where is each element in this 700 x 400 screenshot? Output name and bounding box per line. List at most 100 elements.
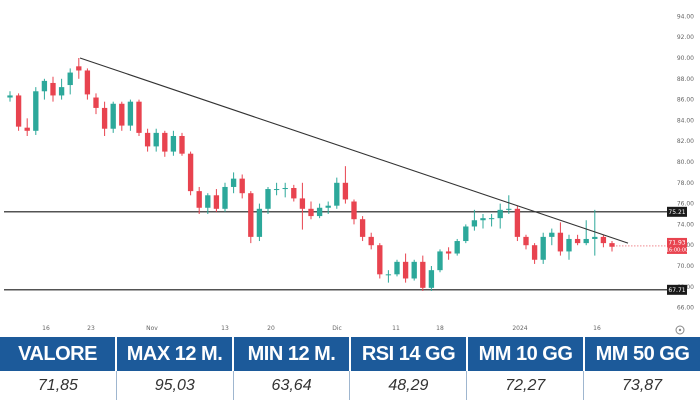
stat-value-mm-10gg: 72,27 [467,371,585,400]
stat-header-valore: VALORE [0,337,117,371]
candle-body [136,101,142,133]
level-label-box [667,206,687,217]
candle-body [402,261,409,279]
candle-body [308,208,314,217]
candle-body [488,218,495,220]
candle-body [540,236,546,260]
candle-body [368,236,374,246]
stat-header-mm-50gg: MM 50 GG [585,337,700,371]
candle-body [471,220,478,227]
settings-icon[interactable] [675,325,685,335]
candle-body [325,205,331,208]
candle-body [119,103,125,126]
x-tick-label: 2024 [512,325,527,332]
stats-header-row: VALORE MAX 12 M. MIN 12 M. RSI 14 GG MM … [0,337,700,371]
level-label-box [667,284,687,295]
stat-value-max-12m: 95,03 [117,371,234,400]
candle-body [179,136,185,154]
candle-body [454,241,460,254]
candle-body [359,219,366,237]
candle-body [600,236,607,244]
candle-body [342,182,349,200]
candle-body [334,182,340,206]
candle-body [497,209,503,219]
candle-body [523,236,529,246]
candle-body [110,103,116,129]
candle-body [84,70,91,95]
candlestick-series [7,58,615,291]
x-tick-label: 11 [392,325,400,332]
candle-body [162,132,168,152]
candle-body [557,232,564,252]
candle-body [506,208,512,210]
stat-value-min-12m: 63,64 [234,371,351,400]
stat-header-mm-10gg: MM 10 GG [468,337,585,371]
y-tick-label: 82.00 [677,138,694,145]
candle-body [299,198,306,209]
x-tick-label: 16 [593,325,601,332]
trendline [79,57,629,244]
candle-body [592,236,598,239]
x-tick-label: 13 [221,325,229,332]
x-tick-label: 16 [42,325,50,332]
y-tick-label: 80.00 [677,159,694,166]
y-tick-label: 86.00 [677,97,694,104]
y-tick-label: 92.00 [677,34,694,41]
candle-body [170,136,177,152]
candle-body [273,189,280,191]
candle-body [230,178,237,187]
candle-body [428,270,435,288]
candle-body [15,95,22,127]
stat-header-rsi-14gg: RSI 14 GG [351,337,468,371]
y-tick-label: 76.00 [677,201,694,208]
candle-body [316,207,323,217]
candle-body [574,238,581,244]
candle-body [7,95,13,98]
x-tick-label: Dic [332,325,342,332]
candle-body [291,188,297,199]
candle-body [239,178,245,194]
candle-body [377,245,383,275]
stats-value-row: 71,85 95,03 63,64 48,29 72,27 73,87 [0,371,700,400]
price-chart: 94.00 92.00 90.00 88.00 86.00 84.00 82.00 80.00… [4,13,694,335]
x-axis: 16 23 Nov 13 20 Dic 11 18 2024 16 [42,325,601,332]
candle-body [33,91,39,131]
candle-body [93,97,99,108]
candle-body [351,201,357,220]
candle-body [445,251,452,254]
y-tick-label: 84.00 [677,117,694,124]
y-tick-label: 66.00 [677,305,694,312]
candle-body [213,195,220,209]
candle-body [394,261,400,275]
level-label: 75.21 [668,209,685,216]
y-axis: 94.00 92.00 90.00 88.00 86.00 84.00 82.00 80.00… [677,13,694,311]
candle-body [76,66,82,71]
candle-body [101,107,108,129]
candle-body [256,208,263,237]
stat-value-valore: 71,85 [0,371,117,400]
stat-header-min-12m: MIN 12 M. [234,337,351,371]
y-tick-label: 70.00 [677,263,694,270]
price-label: 71.93 [668,239,685,246]
candle-body [411,261,417,279]
candle-body [205,195,211,208]
candle-body [67,72,73,86]
y-tick-label: 88.00 [677,76,694,83]
trendline-line [79,57,629,244]
candle-body [127,101,134,126]
candle-body [282,188,288,190]
stat-header-max-12m: MAX 12 M. [117,337,234,371]
candle-body [566,238,572,252]
candle-body [385,274,392,276]
level-label: 67.71 [668,287,685,294]
candle-body [144,132,151,147]
x-tick-label: 18 [436,325,444,332]
candle-body [41,80,48,92]
y-tick-label: 94.00 [677,13,694,20]
candle-body [463,226,469,242]
candle-body [480,218,486,221]
x-tick-label: 20 [267,325,275,332]
candle-body [24,127,30,131]
candle-body [196,191,202,208]
